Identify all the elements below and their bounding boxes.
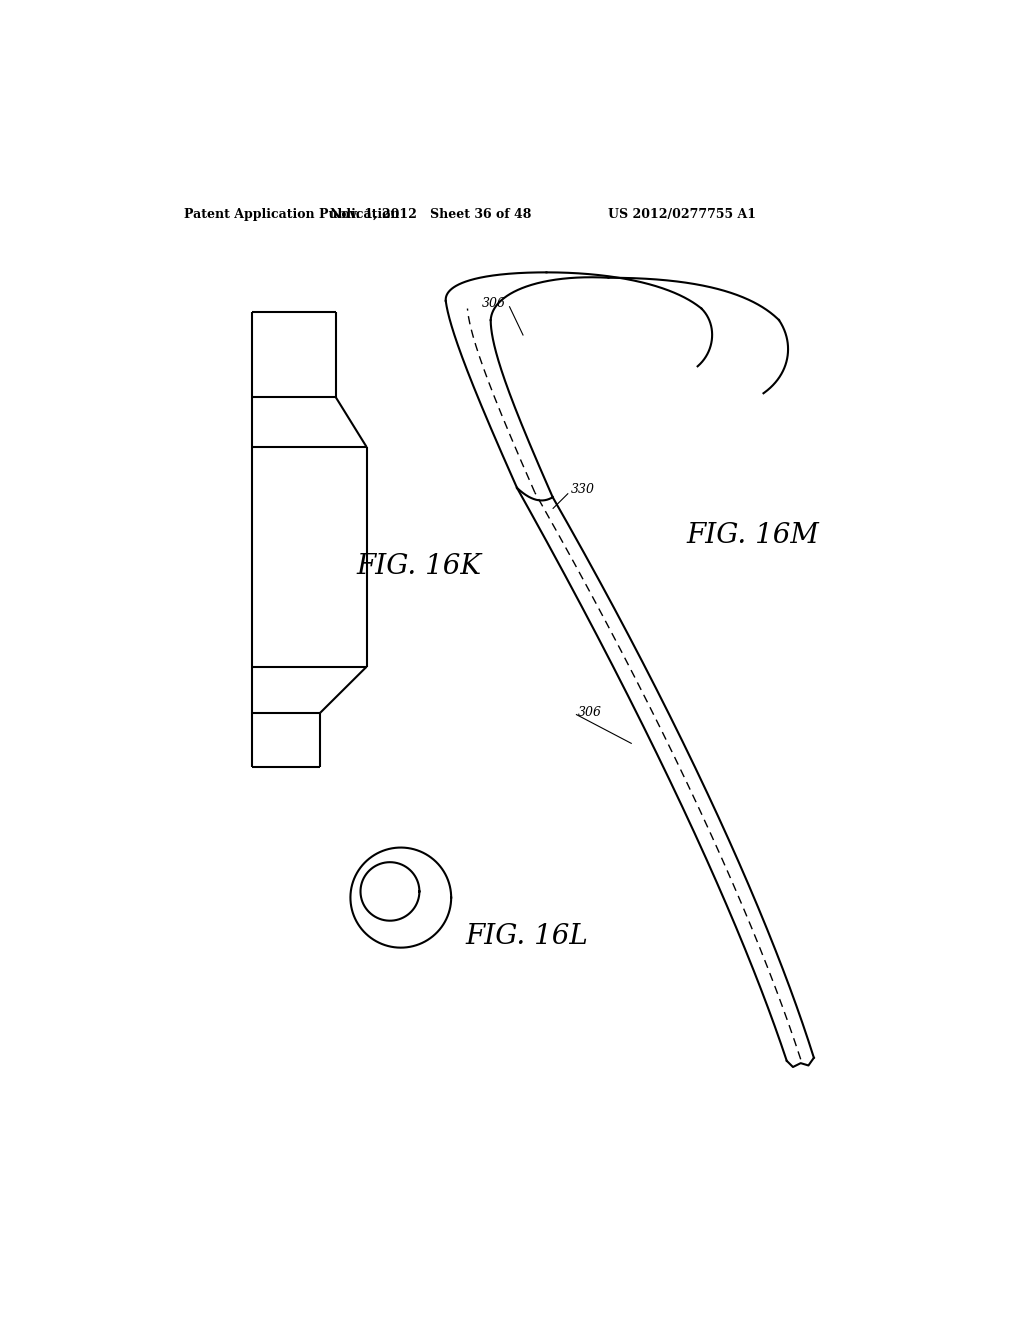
Text: FIG. 16M: FIG. 16M	[686, 523, 819, 549]
Text: FIG. 16K: FIG. 16K	[356, 553, 481, 579]
Text: Nov. 1, 2012   Sheet 36 of 48: Nov. 1, 2012 Sheet 36 of 48	[330, 209, 530, 222]
Text: Patent Application Publication: Patent Application Publication	[183, 209, 399, 222]
Text: FIG. 16L: FIG. 16L	[465, 923, 588, 949]
Text: 306: 306	[481, 297, 506, 310]
Text: US 2012/0277755 A1: US 2012/0277755 A1	[608, 209, 757, 222]
Text: 306: 306	[578, 706, 601, 719]
Text: 330: 330	[571, 483, 595, 496]
